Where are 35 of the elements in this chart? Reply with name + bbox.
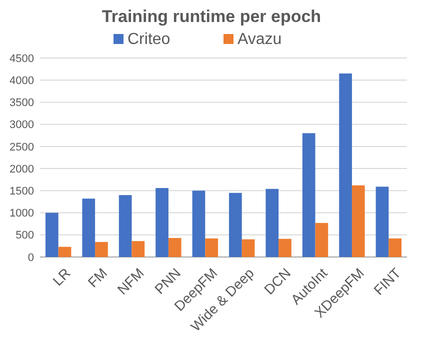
y-tick-label: 2000 — [10, 163, 34, 176]
bar — [192, 190, 206, 257]
bar — [352, 185, 365, 257]
bar — [168, 238, 182, 257]
legend-label: Criteo — [128, 31, 170, 48]
bar — [58, 246, 72, 257]
y-tick-label: 0 — [28, 252, 34, 264]
bar — [266, 188, 279, 257]
bar — [229, 192, 242, 257]
bar — [278, 238, 292, 257]
bar — [388, 238, 402, 257]
bar — [302, 133, 316, 257]
y-tick-label: 1500 — [10, 186, 34, 198]
bar — [376, 186, 389, 257]
bar — [46, 212, 58, 257]
bar — [156, 188, 168, 257]
bar — [132, 241, 145, 257]
chart-title: Training runtime per epoch — [102, 7, 322, 26]
y-tick-label: 4500 — [10, 52, 34, 65]
x-tick-label: LR — [49, 264, 74, 289]
bar — [95, 242, 108, 257]
y-tick-label: 2500 — [10, 141, 34, 154]
bar — [82, 198, 96, 257]
x-tick-label: FM — [84, 264, 110, 290]
y-tick-label: 1000 — [10, 208, 34, 220]
bar — [205, 238, 218, 257]
y-tick-label: 500 — [16, 230, 34, 242]
bar — [118, 195, 132, 257]
bar — [339, 73, 352, 257]
bar — [242, 239, 255, 257]
y-tick-label: 3000 — [10, 119, 34, 132]
y-tick-label: 4000 — [10, 74, 34, 87]
y-tick-label: 3500 — [10, 97, 34, 110]
legend-label: Avazu — [238, 31, 282, 48]
bar — [315, 222, 328, 257]
